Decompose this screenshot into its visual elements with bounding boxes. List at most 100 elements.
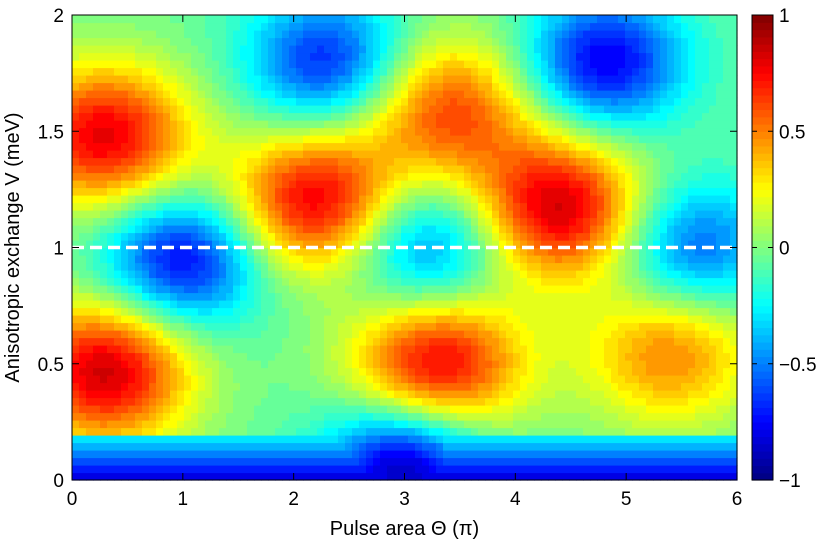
heatmap-cell (429, 300, 437, 309)
heatmap-cell (625, 262, 633, 271)
heatmap-cell (247, 315, 255, 324)
heatmap-cell (408, 277, 416, 286)
heatmap-cell (597, 202, 605, 211)
heatmap-cell (156, 37, 164, 46)
heatmap-cell (177, 420, 185, 429)
heatmap-cell (107, 300, 115, 309)
heatmap-cell (534, 337, 542, 346)
heatmap-cell (345, 172, 353, 181)
heatmap-cell (555, 375, 563, 384)
heatmap-cell (604, 450, 612, 459)
heatmap-cell (436, 142, 444, 151)
heatmap-cell (142, 360, 150, 369)
heatmap-cell (338, 120, 346, 129)
heatmap-cell (415, 142, 423, 151)
heatmap-cell (79, 75, 87, 84)
heatmap-cell (247, 412, 255, 421)
heatmap-cell (135, 60, 143, 69)
heatmap-cell (93, 90, 101, 99)
heatmap-cell (422, 457, 430, 466)
heatmap-cell (576, 390, 584, 399)
heatmap-cell (114, 367, 122, 376)
heatmap-cell (219, 45, 227, 54)
heatmap-cell (464, 127, 472, 136)
heatmap-cell (359, 285, 367, 294)
heatmap-cell (324, 45, 332, 54)
heatmap-cell (604, 240, 612, 249)
heatmap-cell (107, 142, 115, 151)
heatmap-cell (93, 60, 101, 69)
heatmap-cell (156, 52, 164, 61)
heatmap-cell (135, 217, 143, 226)
heatmap-cell (254, 322, 262, 331)
heatmap-cell (485, 202, 493, 211)
heatmap-cell (604, 457, 612, 466)
heatmap-cell (163, 60, 171, 69)
heatmap-cell (198, 97, 206, 106)
heatmap-cell (142, 435, 150, 444)
heatmap-cell (345, 165, 353, 174)
heatmap-cell (394, 15, 402, 24)
heatmap-cell (548, 157, 556, 166)
heatmap-cell (632, 322, 640, 331)
heatmap-cell (310, 292, 318, 301)
heatmap-cell (184, 465, 192, 474)
heatmap-cell (576, 15, 584, 24)
heatmap-cell (611, 427, 619, 436)
heatmap-cell (345, 270, 353, 279)
heatmap-cell (597, 187, 605, 196)
heatmap-cell (296, 277, 304, 286)
heatmap-cell (275, 375, 283, 384)
heatmap-cell (611, 285, 619, 294)
heatmap-cell (275, 52, 283, 61)
heatmap-cell (471, 375, 479, 384)
heatmap-cell (338, 390, 346, 399)
heatmap-cell (79, 412, 87, 421)
heatmap-cell (569, 382, 577, 391)
heatmap-cell (541, 90, 549, 99)
heatmap-cell (450, 240, 458, 249)
heatmap-cell (352, 37, 360, 46)
heatmap-cell (268, 90, 276, 99)
heatmap-cell (611, 382, 619, 391)
heatmap-cell (548, 120, 556, 129)
heatmap-cell (415, 187, 423, 196)
heatmap-cell (191, 97, 199, 106)
heatmap-cell (422, 225, 430, 234)
heatmap-cell (86, 52, 94, 61)
heatmap-cell (429, 150, 437, 159)
heatmap-cell (611, 255, 619, 264)
heatmap-cell (184, 37, 192, 46)
heatmap-cell (408, 345, 416, 354)
heatmap-cell (156, 60, 164, 69)
heatmap-cell (415, 22, 423, 31)
heatmap-cell (240, 180, 248, 189)
heatmap-cell (457, 225, 465, 234)
heatmap-cell (415, 255, 423, 264)
heatmap-cell (275, 105, 283, 114)
heatmap-cell (338, 435, 346, 444)
heatmap-cell (149, 270, 157, 279)
heatmap-cell (303, 180, 311, 189)
heatmap-cell (128, 307, 136, 316)
heatmap-cell (485, 442, 493, 451)
heatmap-cell (268, 75, 276, 84)
heatmap-cell (387, 300, 395, 309)
heatmap-cell (135, 172, 143, 181)
heatmap-cell (422, 375, 430, 384)
heatmap-cell (324, 427, 332, 436)
heatmap-cell (198, 375, 206, 384)
heatmap-cell (583, 427, 591, 436)
heatmap-cell (149, 142, 157, 151)
heatmap-cell (324, 315, 332, 324)
heatmap-cell (527, 420, 535, 429)
heatmap-cell (254, 277, 262, 286)
heatmap-cell (555, 420, 563, 429)
heatmap-cell (618, 412, 626, 421)
heatmap-cell (548, 300, 556, 309)
heatmap-cell (212, 112, 220, 121)
heatmap-cell (359, 67, 367, 76)
heatmap-cell (177, 427, 185, 436)
heatmap-cell (261, 360, 269, 369)
heatmap-cell (380, 45, 388, 54)
